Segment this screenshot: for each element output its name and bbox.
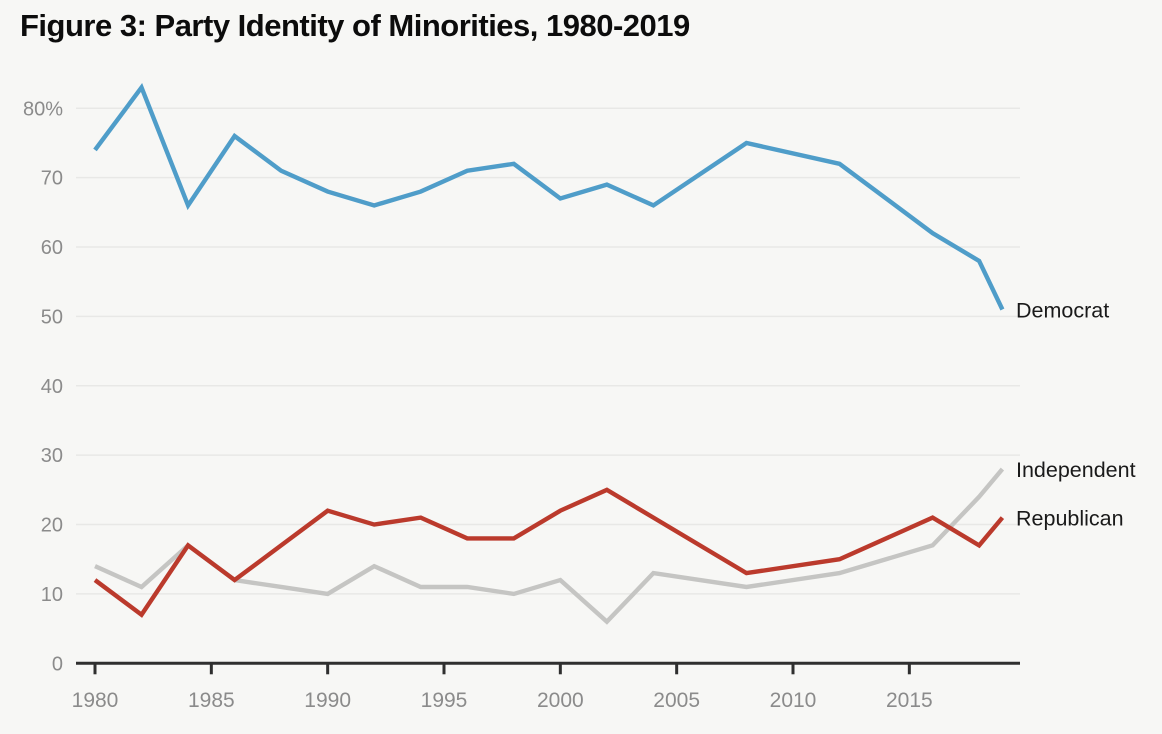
- x-tick-label: 1995: [421, 689, 468, 712]
- y-tick-label: 80%: [23, 98, 63, 120]
- y-tick-label: 30: [41, 445, 63, 467]
- republican-series-label: Republican: [1016, 507, 1124, 531]
- democrat-line: [93, 83, 1005, 311]
- independent-series-label: Independent: [1016, 458, 1136, 482]
- y-tick-label: 70: [41, 168, 63, 190]
- x-tick-label: 2015: [886, 689, 933, 712]
- republican-line: [93, 487, 1005, 618]
- y-tick-label: 0: [52, 653, 63, 675]
- y-tick-label: 10: [41, 584, 63, 606]
- x-tick-label: 2010: [770, 689, 817, 712]
- democrat-series-label: Democrat: [1016, 298, 1109, 322]
- figure-title: Figure 3: Party Identity of Minorities, …: [20, 8, 690, 43]
- y-tick-label: 60: [41, 237, 63, 259]
- x-tick-label: 2005: [653, 689, 700, 712]
- y-tick-label: 40: [41, 376, 63, 398]
- x-tick-label: 1985: [188, 689, 235, 712]
- x-tick-label: 1990: [304, 689, 351, 712]
- y-tick-label: 20: [41, 515, 63, 537]
- x-tick-label: 2000: [537, 689, 584, 712]
- x-tick-label: 1980: [72, 689, 119, 712]
- y-tick-label: 50: [41, 306, 63, 328]
